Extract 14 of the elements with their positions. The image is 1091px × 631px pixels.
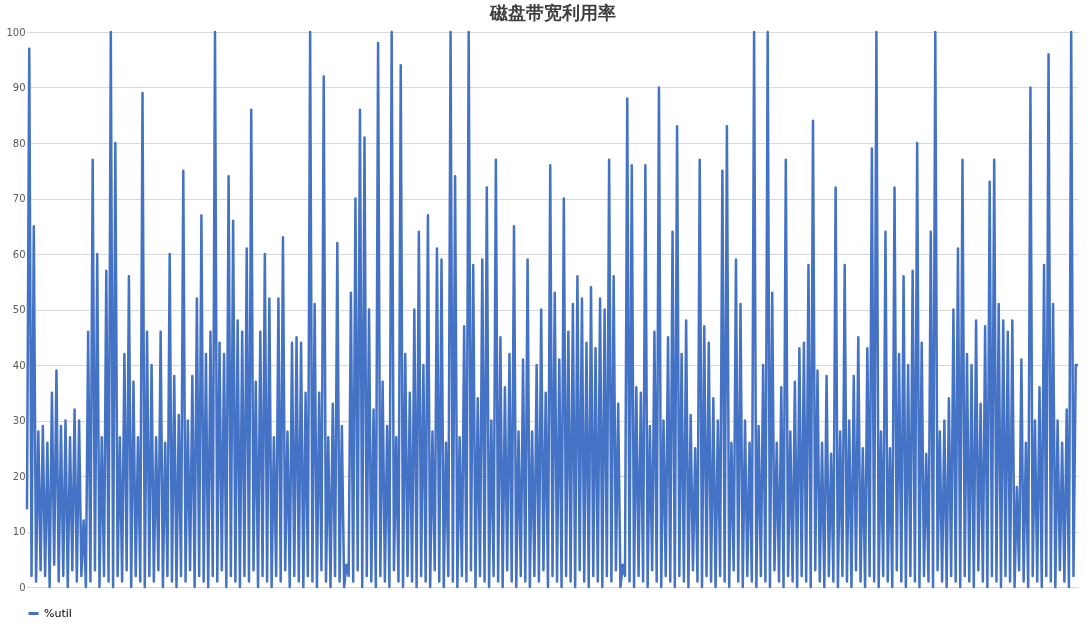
y-tick-label: 70 [12,193,26,204]
chart-title: 磁盘带宽利用率 [488,2,616,23]
y-tick-label: 20 [12,470,26,482]
legend-label: %util [44,606,72,620]
y-tick-label: 50 [12,304,26,315]
y-tick-label: 90 [12,82,26,93]
line-series [25,30,1080,589]
y-tick-label: 40 [12,359,26,371]
y-tick-label: 10 [12,526,26,537]
y-tick-label: 80 [12,137,26,149]
y-tick-label: 100 [6,26,26,38]
y-tick-label: 30 [12,415,26,426]
y-tick-label: 60 [12,248,26,260]
y-tick-label: 0 [19,581,26,593]
